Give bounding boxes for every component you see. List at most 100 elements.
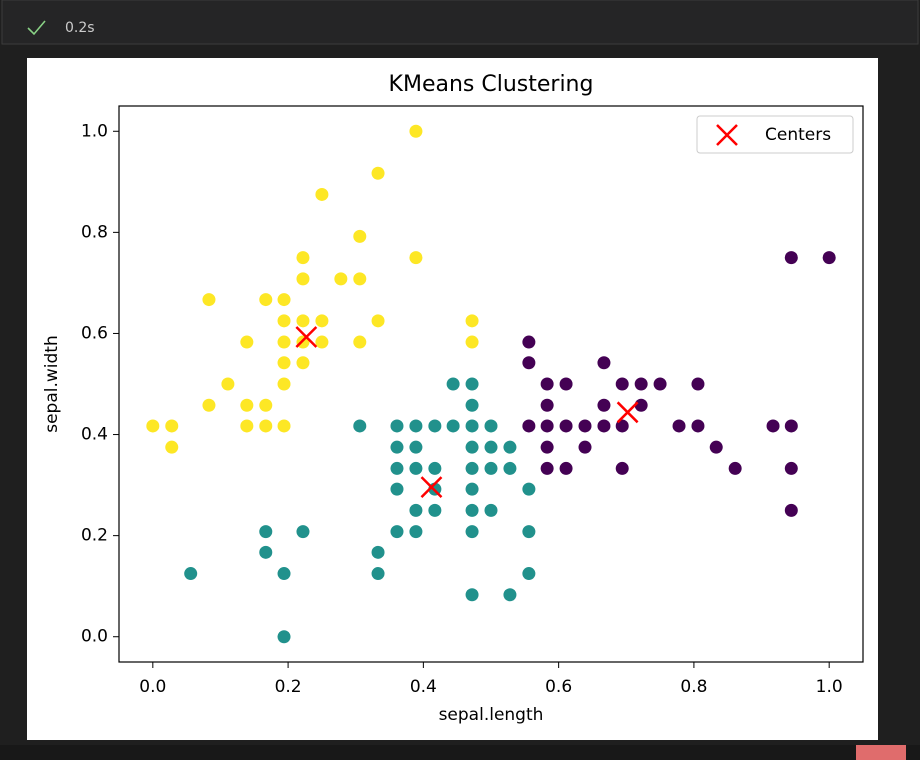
point bbox=[146, 419, 160, 433]
point bbox=[277, 356, 291, 370]
point bbox=[353, 272, 367, 286]
point bbox=[503, 461, 517, 475]
plot: KMeans Clustering sepal.length sepal.width… bbox=[42, 72, 864, 725]
point bbox=[202, 398, 216, 412]
point bbox=[559, 377, 573, 391]
point bbox=[784, 419, 798, 433]
add-button[interactable] bbox=[856, 745, 906, 760]
point bbox=[259, 419, 273, 433]
point bbox=[784, 503, 798, 517]
point bbox=[540, 440, 554, 454]
point bbox=[390, 461, 404, 475]
point bbox=[540, 461, 554, 475]
x-tick-label: 0.2 bbox=[275, 677, 302, 697]
point bbox=[503, 440, 517, 454]
point bbox=[634, 398, 648, 412]
point bbox=[522, 482, 536, 496]
point bbox=[446, 419, 460, 433]
point bbox=[259, 293, 273, 307]
center-marker bbox=[295, 326, 318, 348]
point bbox=[277, 335, 291, 349]
point bbox=[277, 567, 291, 581]
y-tick-label: 0.6 bbox=[81, 323, 108, 343]
chart-title: KMeans Clustering bbox=[389, 72, 594, 97]
bottom-bar bbox=[0, 745, 920, 760]
point bbox=[165, 440, 179, 454]
point bbox=[409, 461, 423, 475]
point bbox=[371, 166, 385, 180]
point bbox=[465, 482, 479, 496]
point bbox=[353, 419, 367, 433]
point bbox=[371, 567, 385, 581]
point bbox=[822, 251, 836, 265]
point bbox=[240, 419, 254, 433]
legend-label: Centers bbox=[765, 125, 831, 145]
point bbox=[277, 314, 291, 328]
point bbox=[691, 377, 705, 391]
point bbox=[634, 377, 648, 391]
point bbox=[503, 588, 517, 602]
point bbox=[615, 377, 629, 391]
point bbox=[709, 440, 723, 454]
point bbox=[315, 314, 329, 328]
point bbox=[277, 293, 291, 307]
point bbox=[465, 440, 479, 454]
point bbox=[240, 398, 254, 412]
point bbox=[409, 525, 423, 539]
point bbox=[315, 335, 329, 349]
run-time: 0.2s bbox=[65, 20, 95, 36]
point bbox=[428, 461, 442, 475]
point bbox=[409, 124, 423, 138]
point bbox=[559, 419, 573, 433]
x-tick-label: 0.0 bbox=[139, 677, 166, 697]
point bbox=[390, 440, 404, 454]
point bbox=[484, 461, 498, 475]
cell-status-bar bbox=[1, 0, 919, 45]
legend-marker bbox=[716, 124, 738, 146]
point bbox=[371, 314, 385, 328]
point bbox=[540, 419, 554, 433]
point bbox=[522, 335, 536, 349]
point bbox=[522, 419, 536, 433]
figure bbox=[27, 58, 878, 740]
point bbox=[409, 503, 423, 517]
point bbox=[277, 419, 291, 433]
point bbox=[315, 187, 329, 201]
point bbox=[784, 461, 798, 475]
point bbox=[691, 419, 705, 433]
y-tick-label: 0.0 bbox=[81, 627, 108, 647]
point bbox=[484, 440, 498, 454]
point bbox=[784, 251, 798, 265]
point bbox=[277, 377, 291, 391]
point bbox=[240, 335, 254, 349]
point bbox=[409, 440, 423, 454]
x-tick-label: 0.6 bbox=[545, 677, 572, 697]
y-tick-label: 0.4 bbox=[81, 425, 108, 445]
success-check bbox=[27, 20, 46, 36]
point bbox=[465, 503, 479, 517]
x-tick-label: 1.0 bbox=[816, 677, 843, 697]
point bbox=[465, 377, 479, 391]
point bbox=[296, 251, 310, 265]
point bbox=[559, 461, 573, 475]
point bbox=[728, 461, 742, 475]
point bbox=[184, 567, 198, 581]
point bbox=[578, 419, 592, 433]
center-marker bbox=[420, 476, 443, 498]
axes-frame bbox=[118, 105, 864, 663]
point bbox=[465, 398, 479, 412]
y-tick-label: 1.0 bbox=[81, 121, 108, 141]
point bbox=[465, 335, 479, 349]
point bbox=[446, 377, 460, 391]
y-tick-label: 0.2 bbox=[81, 526, 108, 546]
point bbox=[296, 356, 310, 370]
point bbox=[221, 377, 235, 391]
point bbox=[202, 293, 216, 307]
point bbox=[428, 419, 442, 433]
point bbox=[522, 356, 536, 370]
point bbox=[766, 419, 780, 433]
point bbox=[484, 419, 498, 433]
point bbox=[259, 525, 273, 539]
